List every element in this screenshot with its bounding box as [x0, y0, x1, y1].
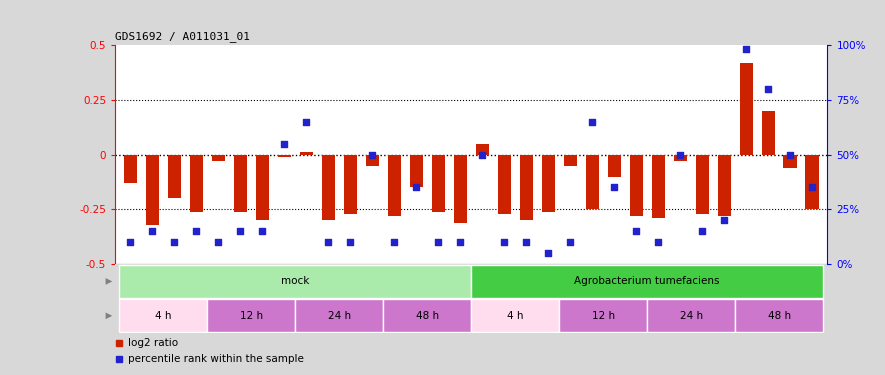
- Point: [805, 184, 820, 190]
- Bar: [805, 154, 819, 209]
- Point: [629, 228, 643, 234]
- Point: [343, 239, 358, 245]
- Point: [321, 239, 335, 245]
- Point: [255, 228, 269, 234]
- Point: [167, 239, 181, 245]
- Bar: [519, 154, 533, 220]
- Point: [519, 239, 534, 245]
- Bar: [300, 152, 313, 154]
- Point: [497, 239, 512, 245]
- Bar: [146, 154, 159, 225]
- Bar: [322, 154, 335, 220]
- Text: 48 h: 48 h: [767, 311, 790, 321]
- Bar: [542, 154, 555, 212]
- Point: [145, 228, 159, 234]
- Point: [783, 152, 797, 157]
- Bar: [586, 154, 599, 209]
- Bar: [432, 154, 445, 212]
- Bar: [629, 154, 643, 216]
- Point: [189, 228, 204, 234]
- Bar: [454, 154, 467, 222]
- Point: [431, 239, 445, 245]
- Bar: [673, 154, 687, 161]
- Bar: [647, 299, 735, 332]
- Point: [475, 152, 489, 157]
- Bar: [740, 63, 753, 154]
- Bar: [296, 299, 383, 332]
- Bar: [472, 299, 559, 332]
- Point: [563, 239, 577, 245]
- Text: 12 h: 12 h: [240, 311, 263, 321]
- Bar: [278, 154, 291, 157]
- Text: 24 h: 24 h: [327, 311, 350, 321]
- Bar: [366, 154, 379, 165]
- Text: 4 h: 4 h: [155, 311, 172, 321]
- Point: [234, 228, 248, 234]
- Text: Agrobacterium tumefaciens: Agrobacterium tumefaciens: [574, 276, 720, 286]
- Bar: [168, 154, 181, 198]
- Bar: [761, 111, 774, 154]
- Point: [299, 119, 313, 125]
- Point: [366, 152, 380, 157]
- Point: [277, 141, 291, 147]
- Point: [739, 46, 753, 53]
- Point: [453, 239, 467, 245]
- Point: [212, 239, 226, 245]
- Point: [717, 217, 731, 223]
- Bar: [410, 154, 423, 188]
- Text: 48 h: 48 h: [416, 311, 439, 321]
- Bar: [343, 154, 357, 214]
- Bar: [207, 299, 296, 332]
- Text: percentile rank within the sample: percentile rank within the sample: [127, 354, 304, 364]
- Bar: [559, 299, 647, 332]
- Bar: [718, 154, 731, 216]
- Bar: [608, 154, 620, 177]
- Point: [123, 239, 137, 245]
- Point: [651, 239, 666, 245]
- Point: [409, 184, 423, 190]
- Bar: [119, 299, 207, 332]
- Bar: [124, 154, 137, 183]
- Bar: [234, 154, 247, 212]
- Text: 4 h: 4 h: [507, 311, 524, 321]
- Bar: [696, 154, 709, 214]
- Point: [761, 86, 775, 92]
- Point: [607, 184, 621, 190]
- Text: mock: mock: [281, 276, 310, 286]
- Bar: [497, 154, 511, 214]
- Bar: [472, 265, 823, 298]
- Bar: [388, 154, 401, 216]
- Bar: [783, 154, 796, 168]
- Bar: [189, 154, 203, 212]
- Text: 24 h: 24 h: [680, 311, 703, 321]
- Text: 12 h: 12 h: [592, 311, 615, 321]
- Point: [388, 239, 402, 245]
- Bar: [383, 299, 472, 332]
- Bar: [475, 144, 489, 154]
- Point: [585, 119, 599, 125]
- Bar: [212, 154, 225, 161]
- Bar: [119, 265, 472, 298]
- Bar: [735, 299, 823, 332]
- Point: [695, 228, 709, 234]
- Text: GDS1692 / A011031_01: GDS1692 / A011031_01: [115, 32, 250, 42]
- Point: [541, 250, 555, 256]
- Bar: [256, 154, 269, 220]
- Bar: [564, 154, 577, 165]
- Point: [673, 152, 688, 157]
- Text: log2 ratio: log2 ratio: [127, 338, 178, 348]
- Bar: [651, 154, 665, 218]
